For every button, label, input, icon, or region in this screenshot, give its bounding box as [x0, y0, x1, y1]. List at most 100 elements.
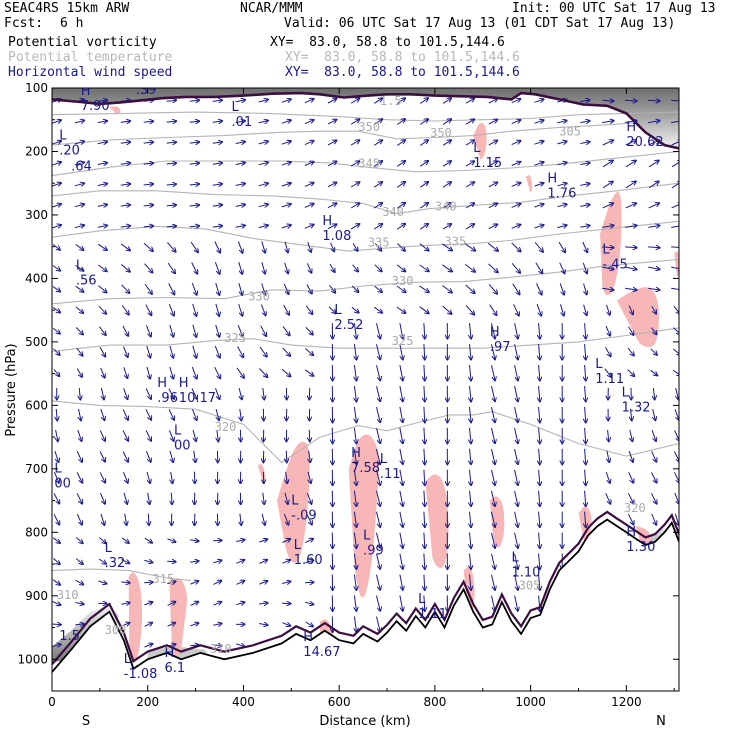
wind-arrow — [557, 120, 567, 123]
wind-arrow — [539, 469, 540, 486]
wind-arrow — [671, 203, 679, 209]
pv-extremum-value: .11 — [380, 467, 401, 482]
wind-arrow — [327, 161, 337, 167]
wind-arrow — [123, 388, 128, 399]
wind-arrow — [53, 348, 60, 356]
wind-arrow — [399, 386, 403, 402]
wind-arrow — [97, 184, 108, 186]
wind-arrow — [97, 225, 108, 227]
wind-arrow — [305, 539, 313, 543]
wind-arrow — [167, 262, 175, 274]
wind-arrow — [424, 427, 425, 444]
wind-arrow — [419, 264, 430, 272]
wind-arrow — [419, 140, 428, 146]
wind-arrow — [304, 582, 314, 583]
wind-arrow — [585, 427, 586, 444]
x-tick-label: 800 — [423, 695, 446, 709]
wind-arrow — [419, 98, 428, 104]
wind-arrow — [306, 513, 312, 525]
wind-arrow — [650, 327, 657, 335]
wind-arrow — [309, 450, 311, 463]
wind-arrow — [305, 560, 314, 563]
wind-arrow — [192, 303, 197, 317]
wind-arrow — [559, 262, 565, 274]
theta-contour-350 — [52, 119, 679, 146]
wind-arrow — [539, 532, 540, 549]
wind-arrow — [671, 160, 679, 168]
wind-arrow — [144, 537, 153, 543]
wind-arrow — [511, 183, 521, 187]
wind-arrow — [282, 581, 291, 583]
theta-label: 310 — [57, 588, 79, 602]
wind-arrow — [76, 347, 83, 356]
wind-arrow — [470, 553, 472, 570]
wind-arrow — [442, 161, 451, 167]
wind-arrow — [350, 119, 360, 125]
wind-arrow — [144, 263, 153, 273]
pv-extremum-marker: H — [626, 120, 636, 135]
y-axis-title: Pressure (hPa) — [4, 343, 19, 436]
wind-arrow — [99, 492, 105, 504]
wind-arrow — [237, 325, 243, 337]
wind-arrow — [217, 429, 219, 442]
wind-arrow — [282, 623, 290, 626]
wind-arrow — [602, 288, 614, 290]
wind-arrow — [671, 267, 679, 269]
wind-arrow — [212, 205, 223, 206]
wind-arrow — [648, 267, 660, 269]
wind-arrow — [166, 142, 177, 143]
wind-arrow — [327, 203, 337, 209]
wind-arrow — [628, 513, 634, 525]
wind-arrow — [169, 345, 174, 358]
y-tick-label: 800 — [25, 525, 48, 539]
wind-arrow — [351, 306, 359, 313]
pv-extremum-marker: L — [76, 259, 84, 274]
wind-arrow — [304, 369, 314, 376]
wind-arrow — [491, 323, 496, 339]
wind-arrow — [374, 243, 381, 251]
wind-arrow — [424, 595, 425, 611]
theta-label: 340 — [382, 205, 404, 219]
wind-arrow — [491, 532, 496, 549]
wind-arrow — [120, 142, 131, 143]
wind-arrow — [608, 429, 609, 442]
wind-arrow — [536, 283, 542, 296]
wind-arrow — [304, 204, 314, 208]
pv-extremum-marker: L — [54, 462, 62, 477]
wind-arrow — [674, 513, 679, 526]
wind-arrow — [625, 181, 636, 189]
pv-extremum-marker: H — [322, 214, 332, 229]
wind-arrow — [627, 369, 635, 377]
wind-arrow — [191, 388, 197, 400]
wind-arrow — [442, 243, 452, 251]
wind-arrow — [189, 205, 200, 206]
pv-extremum-marker: H — [165, 646, 175, 661]
wind-arrow — [212, 226, 223, 227]
wind-arrow — [212, 184, 223, 185]
pv-extremum-value: .56 — [76, 274, 97, 289]
wind-arrow — [281, 141, 292, 144]
wind-arrow — [144, 602, 153, 605]
wind-arrow — [488, 140, 498, 146]
theta-label: 325 — [224, 331, 246, 345]
x-tick-label: 200 — [136, 695, 159, 709]
wind-arrow — [419, 224, 428, 230]
wind-arrow — [465, 182, 475, 188]
wind-arrow — [146, 366, 150, 379]
wind-arrow — [539, 595, 540, 611]
theta-label: 310 — [210, 642, 232, 656]
wind-arrow — [514, 595, 518, 612]
wind-arrow — [514, 553, 518, 570]
high-pv-region — [463, 566, 475, 617]
wind-arrow — [605, 471, 610, 483]
wind-arrow — [424, 574, 425, 591]
wind-arrow — [630, 429, 633, 442]
wind-arrow — [236, 540, 245, 542]
pv-extremum-marker: H — [547, 172, 557, 187]
wind-arrow — [511, 141, 521, 146]
wind-arrow — [168, 430, 174, 441]
x-tick-label: 400 — [232, 695, 255, 709]
wind-arrow — [167, 242, 176, 253]
wind-arrow — [399, 553, 403, 570]
